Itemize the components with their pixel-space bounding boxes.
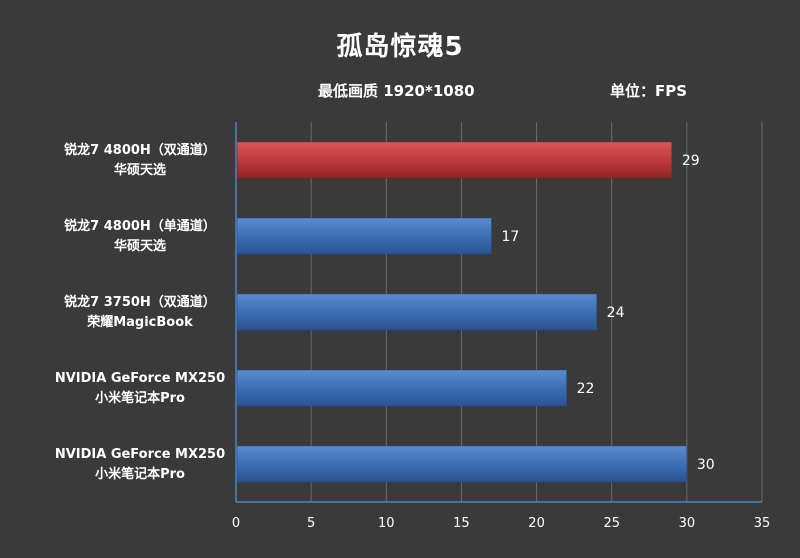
- data-label: 24: [607, 305, 625, 321]
- category-label: 小米笔记本Pro: [95, 390, 185, 406]
- x-tick-label: 15: [453, 516, 470, 531]
- data-label: 17: [501, 229, 519, 245]
- x-tick-label: 20: [528, 516, 545, 531]
- bar: [236, 217, 492, 255]
- bar: [236, 445, 688, 483]
- data-label: 22: [577, 381, 595, 397]
- category-label: 锐龙7 4800H（双通道）: [64, 142, 216, 158]
- unit-label: 单位：FPS: [610, 82, 688, 100]
- category-label: 华硕天选: [114, 238, 166, 254]
- bar: [236, 141, 673, 179]
- labels: 0 5 10 15 20 25 30 35 29 锐龙7 4800H（双通道） 华硕天选 17 锐龙7 …: [55, 142, 770, 531]
- x-tick-label: 0: [232, 516, 240, 531]
- category-label: 华硕天选: [114, 162, 166, 178]
- data-label: 29: [682, 153, 700, 169]
- category-label: 荣耀MagicBook: [86, 314, 193, 330]
- x-tick-label: 35: [754, 516, 771, 531]
- bar: [236, 369, 567, 407]
- x-tick-label: 5: [307, 516, 315, 531]
- axes: [235, 122, 762, 503]
- data-label: 30: [697, 457, 715, 473]
- x-tick-label: 10: [378, 516, 395, 531]
- chart-title: 孤岛惊魂5: [336, 32, 464, 62]
- category-label: 锐龙7 4800H（单通道）: [64, 218, 216, 234]
- chart-subtitle: 最低画质 1920*1080: [318, 82, 475, 100]
- category-label: NVIDIA GeForce MX250: [55, 371, 225, 386]
- x-tick-label: 25: [603, 516, 620, 531]
- category-label: 小米笔记本Pro: [95, 466, 185, 482]
- category-label: 锐龙7 3750H（双通道）: [64, 294, 216, 310]
- bars: [236, 141, 688, 483]
- category-label: NVIDIA GeForce MX250: [55, 447, 225, 462]
- x-tick-label: 30: [679, 516, 696, 531]
- bar: [236, 293, 597, 331]
